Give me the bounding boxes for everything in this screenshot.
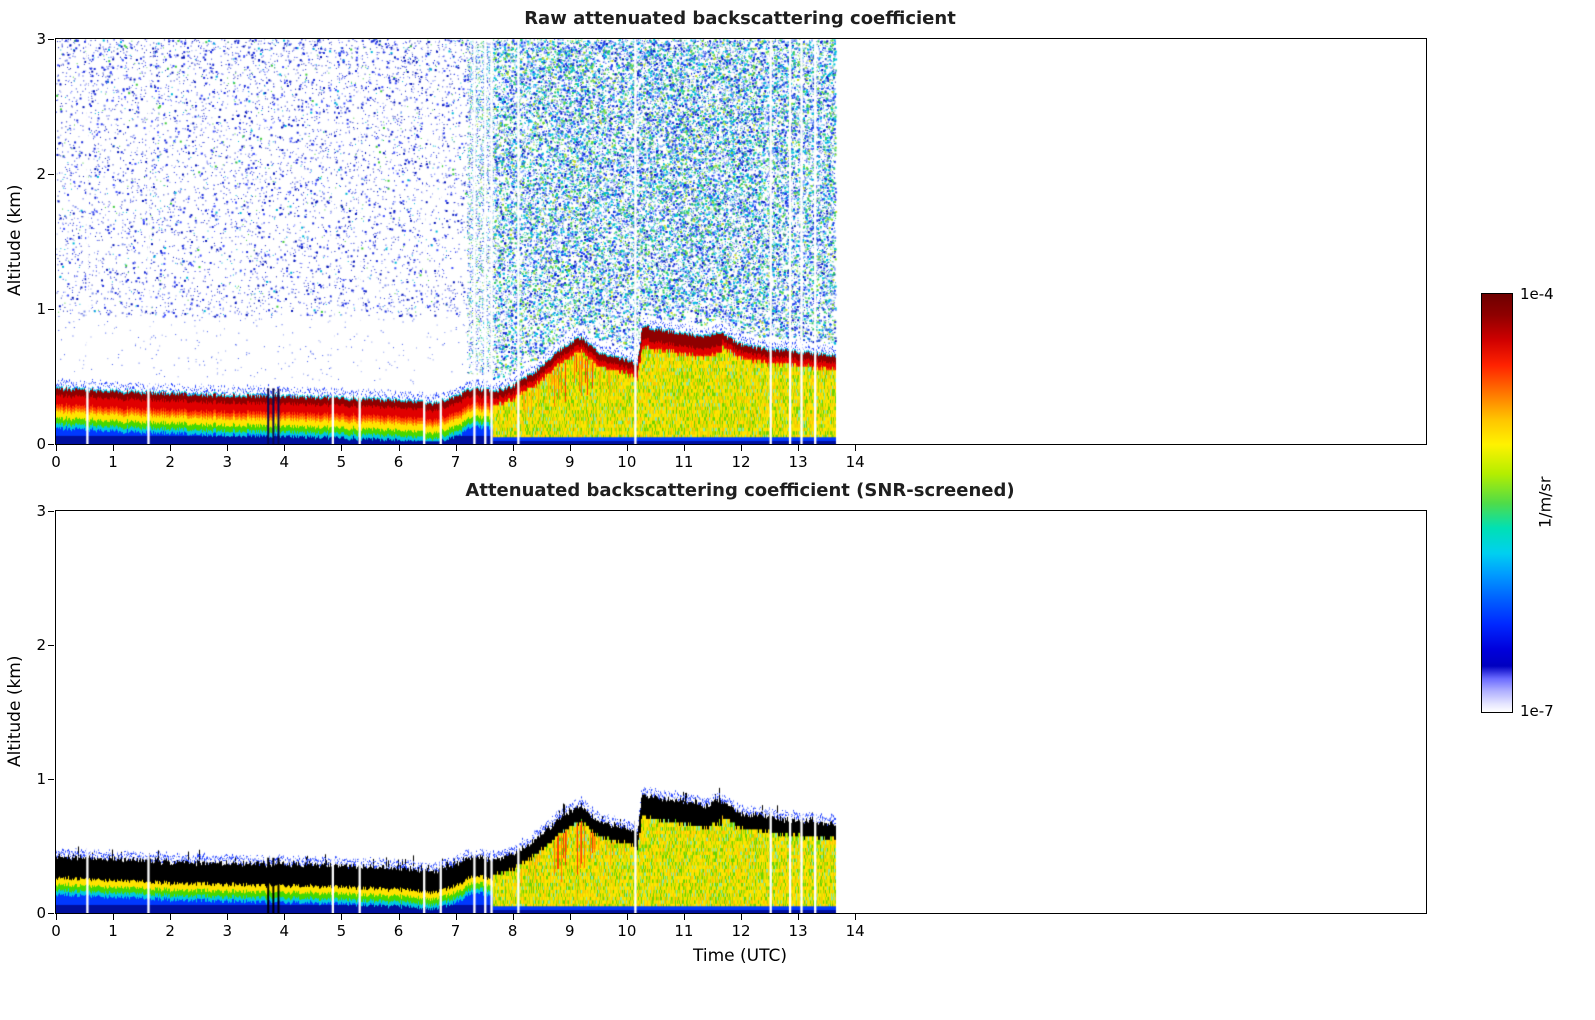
raw-plot-y-axis-label: Altitude (km) <box>5 184 25 297</box>
x-tick-mark <box>512 914 514 920</box>
screened-heatmap-canvas <box>56 511 1426 913</box>
y-tick-label: 0 <box>36 435 46 453</box>
x-tick-label: 14 <box>845 453 865 471</box>
x-tick-label: 6 <box>393 453 404 471</box>
x-tick-mark <box>798 445 800 451</box>
x-tick-label: 4 <box>279 922 290 940</box>
x-tick-mark <box>455 445 457 451</box>
x-tick-mark <box>683 914 685 920</box>
y-tick-mark <box>48 309 54 310</box>
y-tick-mark <box>48 39 54 40</box>
raw-plot-area <box>55 38 1427 445</box>
x-tick-label: 11 <box>674 453 694 471</box>
y-tick-label: 2 <box>36 636 46 654</box>
screened-plot-title: Attenuated backscattering coefficient (S… <box>465 480 1015 501</box>
x-tick-label: 0 <box>51 922 61 940</box>
x-tick-label: 8 <box>507 922 518 940</box>
x-tick-mark <box>626 445 628 451</box>
x-tick-mark <box>113 445 115 451</box>
x-tick-mark <box>341 445 343 451</box>
x-tick-mark <box>398 445 400 451</box>
x-tick-mark <box>569 914 571 920</box>
x-tick-mark <box>341 914 343 920</box>
x-axis-label: Time (UTC) <box>693 946 787 966</box>
x-tick-label: 2 <box>165 922 175 940</box>
x-tick-mark <box>170 445 172 451</box>
x-tick-mark <box>569 445 571 451</box>
x-tick-label: 4 <box>279 453 290 471</box>
x-tick-mark <box>170 914 172 920</box>
x-tick-mark <box>741 914 742 920</box>
x-tick-label: 11 <box>674 922 694 940</box>
y-tick-mark <box>48 645 54 646</box>
y-tick-label: 3 <box>36 30 46 48</box>
y-tick-mark <box>48 444 54 445</box>
x-tick-label: 7 <box>450 922 461 940</box>
y-tick-label: 2 <box>36 165 46 183</box>
y-tick-label: 1 <box>36 770 46 788</box>
x-tick-label: 5 <box>336 922 347 940</box>
x-tick-label: 6 <box>393 922 404 940</box>
x-tick-mark <box>398 914 400 920</box>
x-tick-mark <box>855 914 857 920</box>
x-tick-label: 0 <box>51 453 61 471</box>
x-tick-mark <box>227 445 229 451</box>
x-tick-mark <box>741 445 742 451</box>
x-tick-mark <box>683 445 685 451</box>
x-tick-mark <box>798 914 800 920</box>
x-tick-mark <box>626 914 628 920</box>
x-tick-label: 13 <box>788 922 808 940</box>
x-tick-label: 13 <box>788 453 808 471</box>
screened-plot-y-axis-label: Altitude (km) <box>5 655 25 767</box>
y-tick-mark <box>48 511 54 512</box>
y-tick-mark <box>48 779 54 780</box>
x-tick-mark <box>284 445 286 451</box>
y-tick-mark <box>48 913 54 914</box>
x-tick-label: 7 <box>450 453 461 471</box>
x-tick-mark <box>855 445 857 451</box>
x-tick-label: 5 <box>336 453 347 471</box>
screened-plot-area <box>55 510 1427 914</box>
x-tick-label: 14 <box>845 922 865 940</box>
x-tick-mark <box>284 914 286 920</box>
x-tick-mark <box>455 914 457 920</box>
x-tick-label: 10 <box>617 922 637 940</box>
x-tick-label: 3 <box>222 922 233 940</box>
x-tick-label: 8 <box>507 453 518 471</box>
colorbar-unit-label: 1/m/sr <box>1535 476 1555 528</box>
colorbar-max-label: 1e-4 <box>1520 285 1554 303</box>
x-tick-label: 1 <box>108 453 118 471</box>
x-tick-mark <box>56 914 57 920</box>
colorbar-min-label: 1e-7 <box>1520 702 1554 720</box>
x-tick-mark <box>56 445 57 451</box>
y-tick-label: 1 <box>36 300 46 318</box>
x-tick-label: 1 <box>108 922 118 940</box>
x-tick-mark <box>113 914 115 920</box>
x-tick-label: 3 <box>222 453 233 471</box>
x-tick-label: 2 <box>165 453 175 471</box>
x-tick-mark <box>512 445 514 451</box>
raw-plot-title: Raw attenuated backscattering coefficien… <box>524 8 956 29</box>
x-tick-label: 10 <box>617 453 637 471</box>
x-tick-label: 12 <box>731 453 751 471</box>
x-tick-label: 12 <box>731 922 751 940</box>
colorbar <box>1481 293 1513 713</box>
x-tick-label: 9 <box>564 453 575 471</box>
y-tick-mark <box>48 174 54 175</box>
y-tick-label: 3 <box>36 502 46 520</box>
x-tick-label: 9 <box>564 922 575 940</box>
x-tick-mark <box>227 914 229 920</box>
raw-heatmap-canvas <box>56 39 1426 444</box>
y-tick-label: 0 <box>36 904 46 922</box>
